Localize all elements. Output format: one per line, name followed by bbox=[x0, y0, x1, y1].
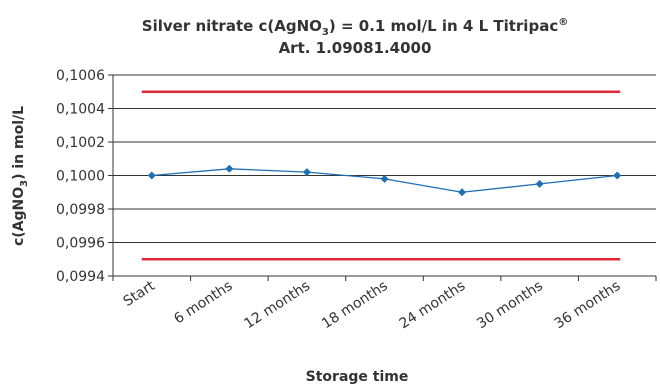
x-tick-label: 24 months bbox=[397, 278, 469, 332]
x-tick-label: Start bbox=[121, 278, 159, 310]
x-tick-label: 12 months bbox=[241, 278, 313, 332]
y-tick-label: 0,0994 bbox=[56, 269, 105, 285]
data-point bbox=[302, 168, 311, 177]
title-superscript: ® bbox=[558, 17, 568, 28]
chart-title-line2: Art. 1.09081.4000 bbox=[279, 39, 432, 57]
title-prefix: Silver nitrate c(AgNO bbox=[142, 17, 322, 35]
limit-lines bbox=[141, 90, 621, 261]
y-tick-label: 0,1000 bbox=[56, 169, 105, 185]
series-group bbox=[147, 164, 622, 197]
x-tick-label: 6 months bbox=[171, 278, 235, 327]
ylabel-suffix: ) in mol/L bbox=[11, 106, 27, 180]
data-point bbox=[380, 174, 389, 183]
x-tick-label: 30 months bbox=[474, 278, 546, 332]
data-point bbox=[535, 179, 544, 188]
y-tick-label: 0,0998 bbox=[56, 202, 105, 218]
data-point bbox=[147, 171, 156, 180]
x-axis-title: Storage time bbox=[306, 369, 409, 385]
data-point bbox=[613, 171, 622, 180]
ylabel-subscript: 3 bbox=[19, 180, 30, 187]
title-mid: ) = 0.1 mol/L in 4 L Titripac bbox=[329, 17, 558, 35]
x-axis-ticks: Start 6 months 12 months 18 months 24 months… bbox=[112, 276, 657, 332]
y-tick-label: 0,1002 bbox=[56, 135, 105, 151]
title-subscript: 3 bbox=[322, 27, 329, 38]
y-tick-label: 0,1006 bbox=[56, 68, 105, 84]
x-tick-label: 18 months bbox=[319, 278, 391, 332]
data-point bbox=[458, 188, 467, 197]
chart-title-line1: Silver nitrate c(AgNO3) = 0.1 mol/L in 4… bbox=[142, 17, 568, 38]
y-axis-title: c(AgNO3) in mol/L bbox=[11, 106, 30, 246]
x-tick-label: 36 months bbox=[552, 278, 624, 332]
data-point bbox=[225, 164, 234, 173]
y-axis-ticks: 0,0994 0,0996 0,0998 0,1000 0,1002 0,1004 0,10… bbox=[56, 68, 105, 285]
ylabel-prefix: c(AgNO bbox=[11, 187, 27, 246]
gridlines bbox=[108, 74, 656, 277]
y-tick-label: 0,1004 bbox=[56, 102, 105, 118]
y-tick-label: 0,0996 bbox=[56, 236, 105, 252]
